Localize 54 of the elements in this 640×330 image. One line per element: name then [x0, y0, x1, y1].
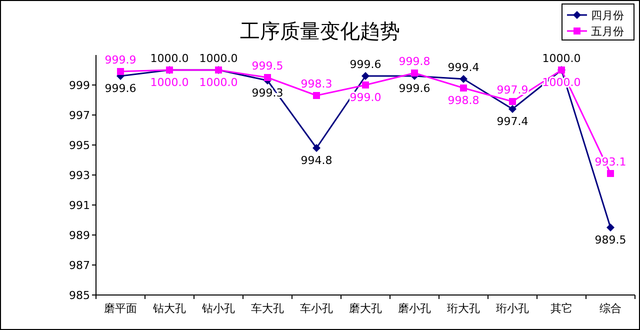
y-tick-label: 987: [69, 259, 90, 272]
y-tick-label: 999: [69, 79, 90, 92]
x-tick-label: 磨大孔: [349, 302, 382, 315]
data-label: 1000.0: [542, 52, 581, 65]
data-label: 999.5: [252, 60, 284, 72]
data-label: 999.6: [350, 58, 382, 71]
point: [362, 82, 369, 88]
y-tick-label: 991: [69, 199, 90, 212]
y-tick-label: 997: [69, 109, 90, 122]
point: [312, 144, 320, 152]
point: [508, 105, 516, 113]
data-label: 1000.0: [199, 76, 238, 89]
y-tick-label: 985: [69, 289, 90, 302]
x-tick-label: 车大孔: [251, 302, 284, 315]
x-tick-label: 珩小孔: [496, 302, 529, 315]
data-label: 999.9: [104, 54, 136, 66]
data-label: 1000.0: [199, 52, 238, 65]
data-label: 998.3: [300, 78, 332, 90]
legend-label: 四月份: [591, 9, 624, 22]
y-tick-label: 995: [69, 139, 90, 152]
x-tick-label: 钻小孔: [201, 302, 235, 315]
x-tick-label: 珩大孔: [447, 302, 480, 315]
point: [313, 92, 320, 99]
point: [117, 68, 124, 75]
point: [362, 72, 370, 80]
x-tick-label: 车小孔: [300, 302, 333, 315]
data-label: 994.8: [300, 154, 332, 167]
point: [411, 70, 418, 76]
point: [460, 84, 467, 92]
data-label: 1000.0: [150, 76, 189, 89]
data-label: 999.6: [104, 82, 136, 95]
y-tick-label: 989: [69, 229, 90, 242]
data-label: 998.8: [448, 94, 480, 107]
y-tick-label: 993: [69, 169, 90, 182]
point: [606, 224, 614, 232]
data-label: 1000.0: [150, 52, 189, 65]
x-tick-label: 磨小孔: [398, 302, 431, 315]
data-label: 989.5: [594, 234, 626, 246]
data-label: 999.6: [398, 82, 430, 95]
data-label: 999.4: [448, 61, 480, 74]
point: [264, 74, 271, 81]
point: [460, 75, 468, 83]
point: [607, 170, 614, 177]
data-label: 999.0: [350, 91, 382, 104]
chart-title: 工序质量变化趋势: [240, 19, 400, 43]
x-tick-label: 其它: [550, 302, 572, 315]
legend-label: 五月份: [591, 25, 624, 38]
data-label: 999.8: [398, 55, 430, 68]
x-tick-label: 磨平面: [104, 302, 137, 315]
data-label: 997.4: [496, 115, 528, 128]
data-label: 997.9: [496, 84, 528, 96]
point: [509, 98, 516, 105]
x-tick-label: 钻大孔: [152, 302, 186, 315]
x-tick-label: 综合: [600, 302, 622, 315]
